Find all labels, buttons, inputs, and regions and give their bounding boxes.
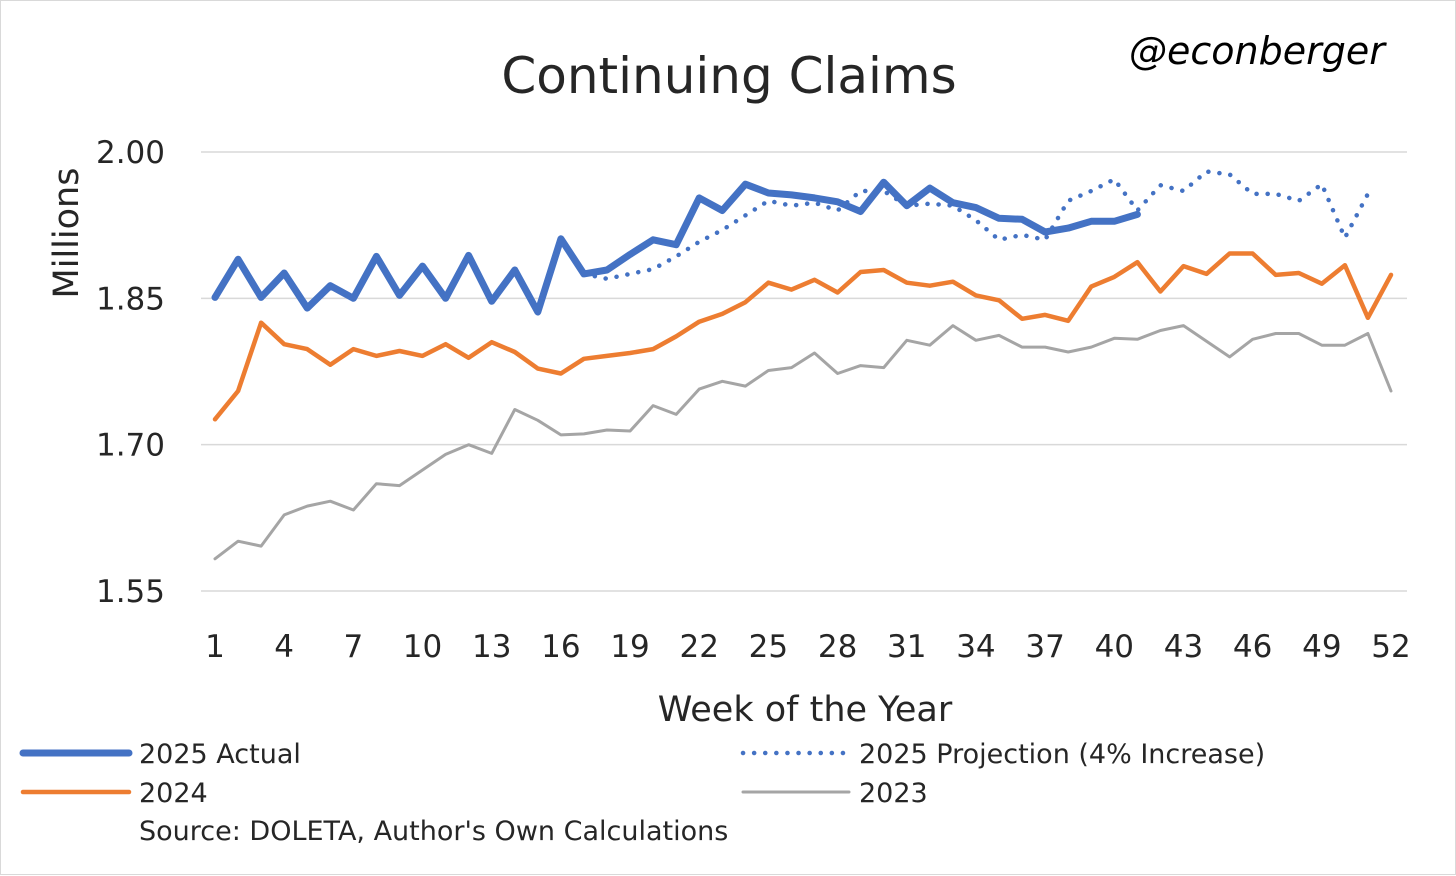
- legend-label-2024: 2024: [139, 778, 208, 809]
- x-axis-title: Week of the Year: [658, 690, 953, 730]
- series-line-2025-projection-4-increase: [581, 169, 1371, 282]
- y-axis-title: Millions: [47, 168, 87, 299]
- legend-label-2023: 2023: [859, 778, 928, 809]
- data-series: [211, 169, 1394, 561]
- x-tick-label: 13: [472, 629, 511, 665]
- x-tick-label: 37: [1025, 629, 1064, 665]
- watermark-label: @econberger: [1129, 29, 1387, 73]
- x-tick-label: 7: [343, 629, 363, 665]
- x-tick-label: 31: [887, 629, 926, 665]
- x-tick-label: 22: [680, 629, 719, 665]
- source-note: Source: DOLETA, Author's Own Calculation…: [139, 816, 728, 847]
- x-tick-label: 40: [1095, 629, 1134, 665]
- y-tick-label: 2.00: [96, 135, 165, 171]
- y-tick-label: 1.55: [96, 574, 165, 610]
- y-tick-label: 1.85: [96, 281, 165, 317]
- series-line-2023: [213, 324, 1393, 561]
- x-tick-label: 19: [610, 629, 649, 665]
- legend-label-2025-projection: 2025 Projection (4% Increase): [859, 739, 1265, 770]
- y-axis-ticks: 1.55 1.70 1.85 2.00: [96, 135, 165, 610]
- x-tick-label: 10: [403, 629, 442, 665]
- x-tick-label: 1: [205, 629, 225, 665]
- x-tick-label: 34: [956, 629, 995, 665]
- x-tick-label: 43: [1164, 629, 1203, 665]
- gridlines: [201, 151, 1407, 592]
- x-tick-label: 46: [1233, 629, 1272, 665]
- series-line-2025-actual: [211, 178, 1141, 316]
- y-tick-label: 1.70: [96, 428, 165, 464]
- x-tick-label: 25: [749, 629, 788, 665]
- x-tick-label: 49: [1302, 629, 1341, 665]
- chart-title: Continuing Claims: [501, 47, 956, 105]
- x-tick-label: 16: [541, 629, 580, 665]
- x-tick-label: 52: [1371, 629, 1410, 665]
- legend: 2025 Actual 2025 Projection (4% Increase)…: [19, 739, 1265, 809]
- x-axis-ticks: 1 4 7 10 13 16 19 22 25 28 31 34 37 40 43 46 49 52: [205, 629, 1411, 665]
- legend-label-2025-actual: 2025 Actual: [139, 739, 301, 770]
- series-line-2024: [212, 251, 1394, 422]
- x-tick-label: 4: [274, 629, 294, 665]
- x-tick-label: 28: [818, 629, 857, 665]
